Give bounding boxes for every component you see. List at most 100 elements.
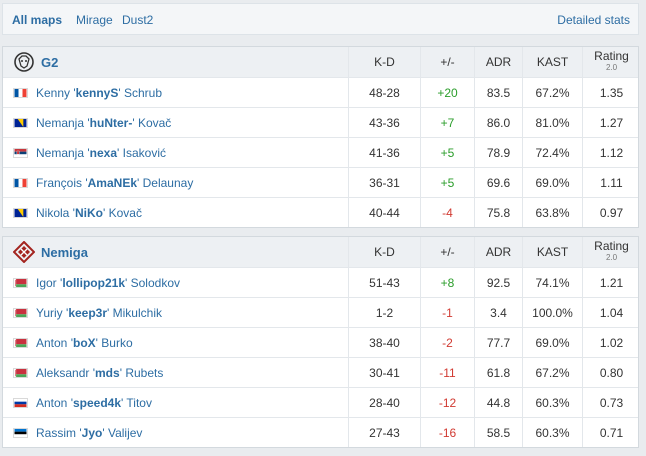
kast-value: 67.2% [522, 78, 582, 107]
plus-minus-value: -1 [420, 298, 474, 327]
header-kast[interactable]: KAST [522, 237, 582, 267]
header-adr[interactable]: ADR [474, 47, 522, 77]
kast-value: 69.0% [522, 168, 582, 197]
player-name-link[interactable]: Igor 'lollipop21k' Solodkov [36, 275, 180, 290]
header-kast[interactable]: KAST [522, 47, 582, 77]
kd-value: 27-43 [348, 418, 420, 447]
table-row: Igor 'lollipop21k' Solodkov 51-43 +8 92.5 74… [3, 267, 638, 297]
tab-all-maps[interactable]: All maps [12, 13, 63, 27]
estonia-flag-icon [13, 427, 36, 438]
adr-value: 75.8 [474, 198, 522, 227]
player-name-link[interactable]: Yuriy 'keep3r' Mikulchik [36, 305, 162, 320]
player-name-link[interactable]: François 'AmaNEk' Delaunay [36, 175, 194, 190]
bosnia-flag-icon [13, 207, 36, 218]
header-rating[interactable]: Rating 2.0 [582, 237, 640, 267]
plus-minus-value: -2 [420, 328, 474, 357]
rating-value: 0.71 [582, 418, 640, 447]
kast-value: 60.3% [522, 388, 582, 417]
player-name-link[interactable]: Nikola 'NiKo' Kovač [36, 205, 142, 220]
plus-minus-value: +5 [420, 138, 474, 167]
table-row: Nemanja 'nexa' Isaković 41-36 +5 78.9 72.4% 1… [3, 137, 638, 167]
kd-value: 48-28 [348, 78, 420, 107]
belarus-flag-icon [13, 307, 36, 318]
player-name-link[interactable]: Aleksandr 'mds' Rubets [36, 365, 164, 380]
table-row: François 'AmaNEk' Delaunay 36-31 +5 69.6 69.… [3, 167, 638, 197]
france-flag-icon [13, 87, 36, 98]
player-nickname: Jyo [81, 425, 103, 440]
table-row: Yuriy 'keep3r' Mikulchik 1-2 -1 3.4 100.0% 1.… [3, 297, 638, 327]
kd-value: 43-36 [348, 108, 420, 137]
kd-value: 41-36 [348, 138, 420, 167]
adr-value: 58.5 [474, 418, 522, 447]
bosnia-flag-icon [13, 117, 36, 128]
adr-value: 83.5 [474, 78, 522, 107]
kd-value: 51-43 [348, 268, 420, 297]
player-nickname: AmaNEk [87, 175, 137, 190]
team-stats-table-nemiga: Nemiga K-D +/- ADR KAST Rating 2.0 Igor … [2, 236, 639, 448]
player-nickname: keep3r [68, 305, 108, 320]
rating-value: 1.12 [582, 138, 640, 167]
rating-value: 1.02 [582, 328, 640, 357]
rating-value: 0.97 [582, 198, 640, 227]
plus-minus-value: -12 [420, 388, 474, 417]
kast-value: 72.4% [522, 138, 582, 167]
player-nickname: boX [72, 335, 96, 350]
header-rating[interactable]: Rating 2.0 [582, 47, 640, 77]
detailed-stats-link[interactable]: Detailed stats [557, 13, 630, 27]
player-nickname: nexa [89, 145, 118, 160]
table-row: Kenny 'kennyS' Schrub 48-28 +20 83.5 67.2% 1.… [3, 77, 638, 107]
g2-logo-icon [14, 52, 34, 72]
plus-minus-value: +7 [420, 108, 474, 137]
nemiga-logo-icon [13, 241, 35, 263]
adr-value: 69.6 [474, 168, 522, 197]
header-kd[interactable]: K-D [348, 47, 420, 77]
kd-value: 28-40 [348, 388, 420, 417]
plus-minus-value: +20 [420, 78, 474, 107]
player-nickname: mds [95, 365, 120, 380]
player-name-link[interactable]: Nemanja 'nexa' Isaković [36, 145, 166, 160]
player-name-link[interactable]: Anton 'boX' Burko [36, 335, 133, 350]
table-row: Rassim 'Jyo' Valijev 27-43 -16 58.5 60.3% 0.7… [3, 417, 638, 447]
player-name-link[interactable]: Kenny 'kennyS' Schrub [36, 85, 162, 100]
serbia-flag-icon [13, 147, 36, 158]
team-name[interactable]: Nemiga [41, 244, 88, 260]
kast-value: 67.2% [522, 358, 582, 387]
kd-value: 30-41 [348, 358, 420, 387]
player-name-link[interactable]: Rassim 'Jyo' Valijev [36, 425, 143, 440]
player-name-link[interactable]: Anton 'speed4k' Titov [36, 395, 152, 410]
rating-value: 1.11 [582, 168, 640, 197]
kast-value: 69.0% [522, 328, 582, 357]
player-nickname: speed4k [72, 395, 122, 410]
player-nickname: lollipop21k [62, 275, 125, 290]
belarus-flag-icon [13, 337, 36, 348]
team-name[interactable]: G2 [41, 54, 59, 70]
rating-value: 1.21 [582, 268, 640, 297]
table-header: G2 K-D +/- ADR KAST Rating 2.0 [3, 47, 638, 77]
adr-value: 61.8 [474, 358, 522, 387]
kast-value: 63.8% [522, 198, 582, 227]
tab-mirage[interactable]: Mirage [76, 13, 113, 27]
russia-flag-icon [13, 397, 36, 408]
header-kd[interactable]: K-D [348, 237, 420, 267]
player-name-link[interactable]: Nemanja 'huNter-' Kovač [36, 115, 172, 130]
kast-value: 74.1% [522, 268, 582, 297]
france-flag-icon [13, 177, 36, 188]
header-plus-minus[interactable]: +/- [420, 47, 474, 77]
table-row: Anton 'boX' Burko 38-40 -2 77.7 69.0% 1.02 [3, 327, 638, 357]
rating-value: 1.04 [582, 298, 640, 327]
tab-dust2[interactable]: Dust2 [122, 13, 154, 27]
player-nickname: NiKo [74, 205, 103, 220]
kd-value: 1-2 [348, 298, 420, 327]
table-row: Nemanja 'huNter-' Kovač 43-36 +7 86.0 81.0% 1… [3, 107, 638, 137]
adr-value: 86.0 [474, 108, 522, 137]
header-adr[interactable]: ADR [474, 237, 522, 267]
kast-value: 100.0% [522, 298, 582, 327]
kd-value: 38-40 [348, 328, 420, 357]
table-header: Nemiga K-D +/- ADR KAST Rating 2.0 [3, 237, 638, 267]
adr-value: 77.7 [474, 328, 522, 357]
plus-minus-value: -4 [420, 198, 474, 227]
table-row: Aleksandr 'mds' Rubets 30-41 -11 61.8 67.2% 0… [3, 357, 638, 387]
header-plus-minus[interactable]: +/- [420, 237, 474, 267]
player-nickname: kennyS [75, 85, 119, 100]
kd-value: 40-44 [348, 198, 420, 227]
